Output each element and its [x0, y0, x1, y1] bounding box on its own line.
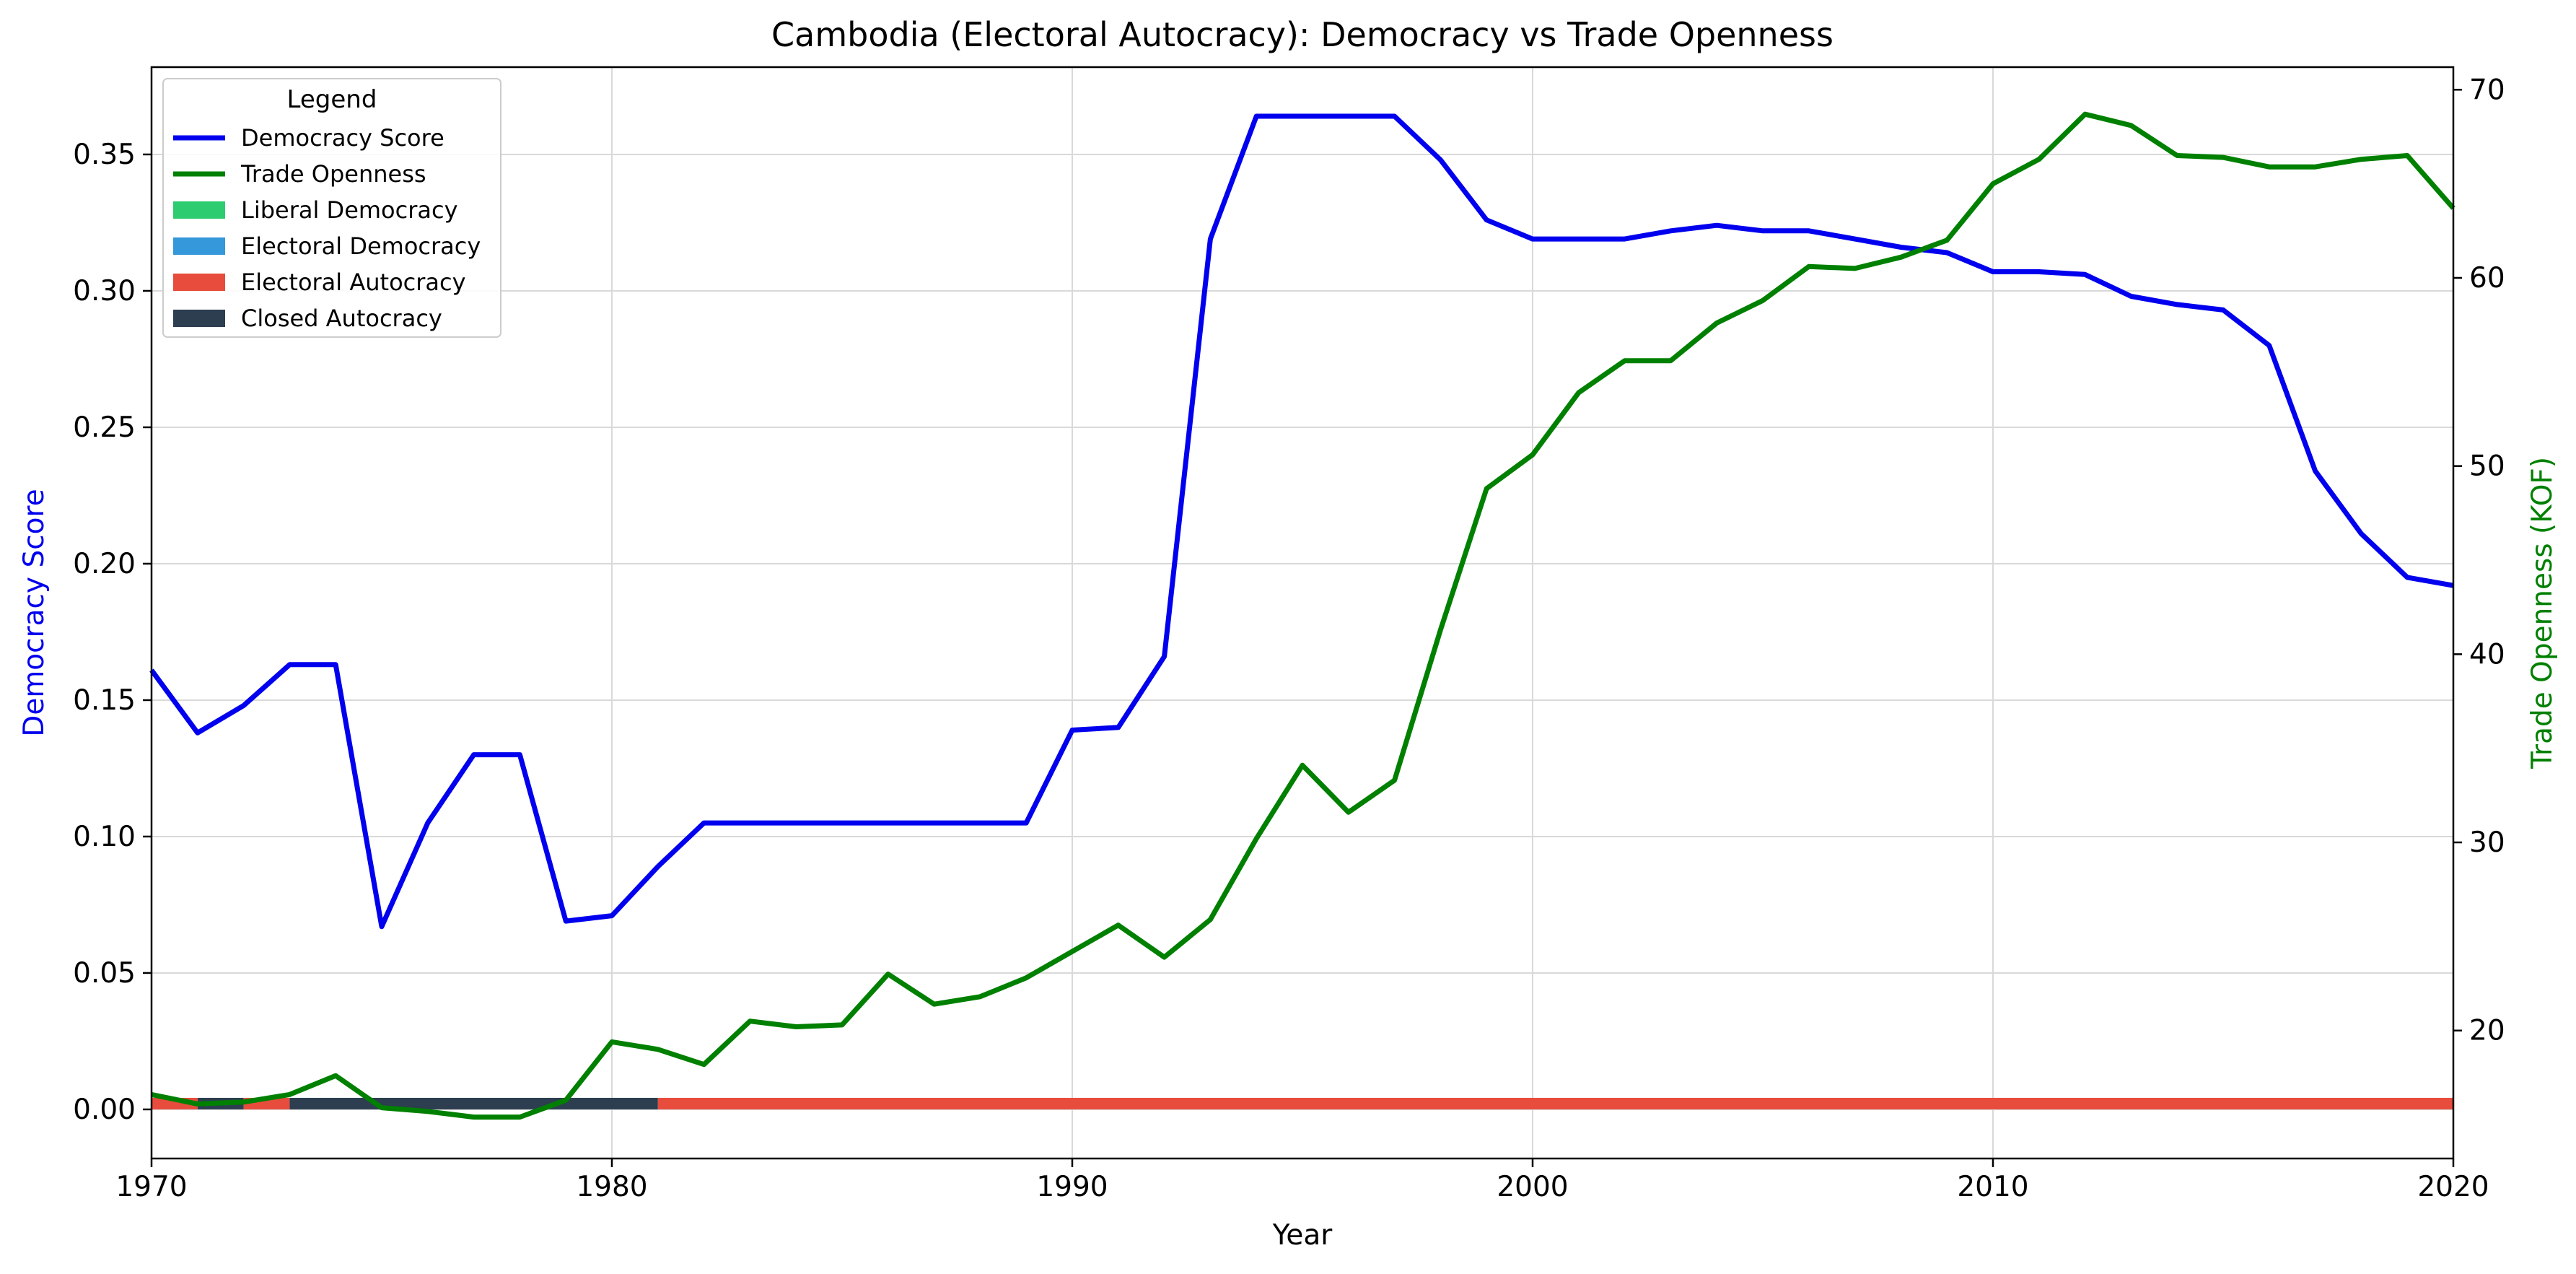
legend-swatch — [173, 237, 225, 255]
legend-entry-label: Democracy Score — [241, 124, 444, 152]
series-line-trade-openness — [151, 111, 2455, 1120]
y-left-tick-label: 0.25 — [73, 411, 136, 444]
y-right-tick-label: 20 — [2469, 1015, 2505, 1047]
regime-segment — [289, 1097, 658, 1109]
y-left-tick-label: 0.30 — [73, 275, 136, 307]
legend-entry-label: Closed Autocracy — [241, 305, 442, 332]
legend-swatch — [173, 274, 225, 291]
y-left-tick-label: 0.15 — [73, 684, 136, 717]
regime-strip — [152, 1097, 2453, 1109]
legend-entry-label: Liberal Democracy — [241, 196, 458, 224]
y-left-tick-label: 0.35 — [73, 139, 136, 171]
x-tick-label: 1980 — [576, 1171, 647, 1203]
series-line-democracy-score — [149, 113, 2454, 930]
y-right-tick-label: 30 — [2469, 826, 2505, 859]
y-axis-left-label: Democracy Score — [18, 489, 51, 736]
legend-swatch — [173, 201, 225, 219]
y-right-tick-label: 70 — [2469, 74, 2505, 106]
y-left-tick-label: 0.10 — [73, 821, 136, 853]
legend: Legend Democracy Score Trade Openness Liber… — [162, 78, 501, 338]
y-left-tick-label: 0.20 — [73, 548, 136, 580]
x-tick-label: 1970 — [115, 1171, 187, 1203]
y-right-tick-label: 60 — [2469, 262, 2505, 294]
legend-entry-label: Electoral Democracy — [241, 232, 481, 260]
series-lines — [149, 111, 2455, 1120]
x-tick-label: 1990 — [1036, 1171, 1108, 1203]
chart-title: Cambodia (Electoral Autocracy): Democrac… — [771, 15, 1834, 54]
x-tick-label: 2000 — [1497, 1171, 1568, 1203]
y-axis-right-label: Trade Openness (KOF) — [2526, 457, 2559, 769]
y-left-tick-label: 0.05 — [73, 957, 136, 990]
x-tick-label: 2010 — [1957, 1171, 2028, 1203]
legend-swatch — [173, 310, 225, 327]
legend-entry-label: Trade Openness — [240, 160, 426, 188]
legend-entry-label: Electoral Autocracy — [241, 269, 466, 296]
x-axis-label: Year — [1272, 1219, 1333, 1252]
plot-frame — [150, 66, 2455, 1160]
legend-title: Legend — [287, 85, 377, 114]
y-right-tick-label: 40 — [2469, 638, 2505, 671]
axes: 1970 1980 1990 2000 2010 2020 0.00 0.05 0.10 0.15… — [73, 74, 2505, 1203]
y-left-tick-label: 0.00 — [73, 1094, 136, 1126]
legend-box — [162, 78, 501, 338]
x-tick-label: 2020 — [2417, 1171, 2489, 1203]
y-right-tick-label: 50 — [2469, 450, 2505, 483]
regime-segment — [657, 1097, 2453, 1109]
